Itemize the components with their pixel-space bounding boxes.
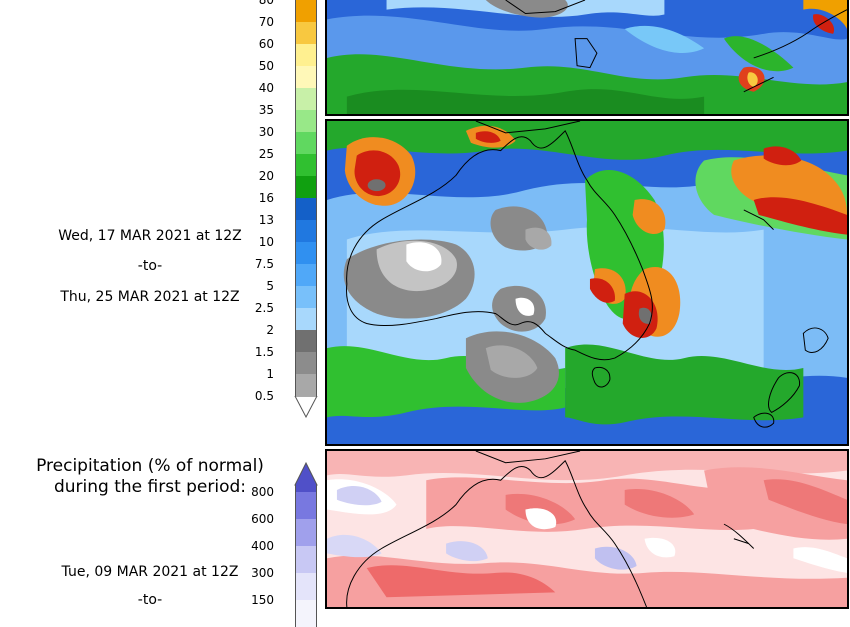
pct-swatch: [295, 484, 317, 492]
precip-tick-label: 70: [258, 15, 274, 29]
period2-to: -to-: [137, 258, 163, 274]
pct-swatch: [295, 492, 317, 519]
precip-swatch: [295, 22, 317, 44]
pct-tick-label: 400: [251, 539, 274, 553]
precip-tick-label: 2: [266, 323, 274, 337]
precip-tick-label: 40: [258, 81, 274, 95]
precip-tick-label: 25: [258, 147, 274, 161]
precip-tick-label: 20: [258, 169, 274, 183]
precip-tick-label: 0.5: [254, 389, 274, 403]
precip-swatch: [295, 220, 317, 242]
precip-tick-label: 50: [258, 59, 274, 73]
precip-swatch: [295, 374, 317, 396]
pct-tick-label: 600: [251, 512, 274, 526]
precip-tick-label: 30: [258, 125, 274, 139]
precip-swatch: [295, 264, 317, 286]
pct-arrow-icon: [294, 462, 318, 486]
precip-swatch: [295, 242, 317, 264]
period2-end: Thu, 25 MAR 2021 at 12Z: [60, 289, 240, 305]
precip-swatch: [295, 308, 317, 330]
precip-swatch: [295, 286, 317, 308]
precip-swatch: [295, 352, 317, 374]
pct-swatch: [295, 519, 317, 546]
pct-tick-label: 300: [251, 566, 274, 580]
precip-tick-label: 1: [266, 367, 274, 381]
precip-tick-label: 35: [258, 103, 274, 117]
period2-start: Wed, 17 MAR 2021 at 12Z: [58, 228, 242, 244]
precip-swatch: [295, 154, 317, 176]
precip-tick-label: 5: [266, 279, 274, 293]
map-panel-bottom: [325, 449, 849, 609]
precip-tick-label: 80: [258, 0, 274, 7]
pct-title-line2: during the first period:: [53, 477, 247, 497]
precip-tick-label: 13: [258, 213, 274, 227]
precip-swatch: [295, 330, 317, 352]
pct-tick-label: 800: [251, 485, 274, 499]
precip-swatch: [295, 110, 317, 132]
pct-title-line1: Precipitation (% of normal): [36, 456, 264, 476]
precip-swatch: [295, 198, 317, 220]
map-panel-middle: [325, 119, 849, 446]
pct-swatch: [295, 546, 317, 573]
precip-arrow-icon: [294, 396, 318, 418]
precip-swatch: [295, 0, 317, 22]
precip-tick-label: 1.5: [254, 345, 274, 359]
period1-to: -to-: [137, 592, 163, 608]
precip-tick-label: 7.5: [254, 257, 274, 271]
precip-tick-label: 2.5: [254, 301, 274, 315]
precip-swatch: [295, 132, 317, 154]
precip-tick-label: 60: [258, 37, 274, 51]
precip-swatch: [295, 176, 317, 198]
precip-swatch: [295, 44, 317, 66]
precip-swatch: [295, 88, 317, 110]
precip-swatch: [295, 66, 317, 88]
map-panel-top: [325, 0, 849, 116]
precip-tick-label: 16: [258, 191, 274, 205]
pct-swatch: [295, 573, 317, 600]
period1-start: Tue, 09 MAR 2021 at 12Z: [61, 564, 239, 580]
precip-tick-label: 10: [258, 235, 274, 249]
